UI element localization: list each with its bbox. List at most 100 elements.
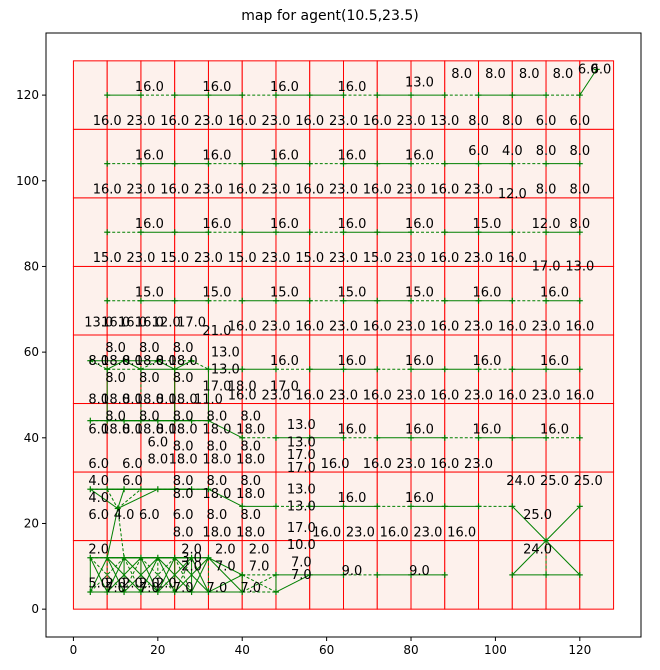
edge-label: 16.0: [295, 320, 324, 335]
edge-label: 8.0: [156, 354, 177, 369]
edge-label: 16.0: [472, 423, 501, 438]
edge-label: 10.0: [287, 538, 316, 553]
edge-label: 16.0: [202, 217, 231, 232]
edge-label: 8.0: [173, 410, 194, 425]
edge-label: 2.0: [122, 577, 143, 592]
graph-edge: [117, 488, 159, 509]
edge-label: 16.0: [472, 285, 501, 300]
graph-edge: [157, 360, 175, 370]
edge-label: 13.0: [287, 418, 316, 433]
map-region: [579, 197, 615, 267]
edge-label: 8.0: [173, 474, 194, 489]
edge-label: 16.0: [405, 491, 434, 506]
edge-label: 6.0: [88, 508, 109, 523]
edge-label: 15.0: [202, 285, 231, 300]
edge-label: 8.0: [88, 354, 109, 369]
edge-label: 16.0: [337, 80, 366, 95]
edge-label: 16.0: [228, 114, 257, 129]
edge-label: 16.0: [363, 457, 392, 472]
graph-edge: [174, 557, 193, 593]
x-tick-label: 120: [568, 643, 591, 657]
edge-label: 6.0: [578, 63, 599, 78]
edge-label: 18.0: [202, 453, 231, 468]
edge-label: 16.0: [363, 183, 392, 198]
edge-label: 23.0: [397, 183, 426, 198]
edge-label: 23.0: [329, 320, 358, 335]
edge-label: 16.0: [135, 148, 164, 163]
edge-label: 8.0: [207, 474, 228, 489]
edge-label: 8.0: [502, 114, 523, 129]
edge-label: 6.0: [122, 457, 143, 472]
graph-edge: [140, 557, 176, 593]
edge-label: 16.0: [312, 525, 341, 540]
edge-label: 6.0: [88, 423, 109, 438]
edge-label: 16.0: [337, 217, 366, 232]
x-tick-label: 60: [319, 643, 334, 657]
edge-label: 15.0: [363, 251, 392, 266]
edge-label: 8.0: [207, 440, 228, 455]
edge-label: 7.0: [215, 560, 236, 575]
edge-label: 15.0: [270, 285, 299, 300]
edge-label: 8.0: [519, 67, 540, 82]
edge-label: 18.0: [202, 423, 231, 438]
edge-label: 16.0: [405, 217, 434, 232]
edge-label: 7.0: [291, 568, 312, 583]
edge-label: 16.0: [337, 148, 366, 163]
edge-label: 8.0: [173, 440, 194, 455]
edge-label: 8.0: [122, 423, 143, 438]
map-region: [478, 540, 513, 610]
edge-label: 6.0: [139, 508, 160, 523]
edge-label: 16.0: [498, 320, 527, 335]
edge-label: 8.0: [451, 67, 472, 82]
edge-label: 6.0: [88, 457, 109, 472]
edge-label: 15.0: [337, 285, 366, 300]
edge-label: 23.0: [464, 388, 493, 403]
edge-label: 15.0: [472, 217, 501, 232]
edge-label: 13.0: [287, 482, 316, 497]
edge-label: 8.0: [569, 183, 590, 198]
edge-label: 7.0: [105, 581, 126, 596]
edge-label: 16.0: [380, 525, 409, 540]
graph-edge: [208, 420, 243, 439]
graph-edge: [89, 557, 125, 593]
edge-label: 4.0: [88, 491, 109, 506]
edge-label: 24.0: [523, 542, 552, 557]
map-region: [72, 403, 108, 473]
edge-label: 23.0: [397, 388, 426, 403]
edge-label: 24.0: [506, 474, 535, 489]
edge-label: 23.0: [262, 388, 291, 403]
plot-frame: [45, 32, 642, 638]
graph-edge: [117, 489, 125, 509]
edge-label: 18.0: [236, 525, 265, 540]
edge-label: 8.0: [156, 393, 177, 408]
edge-label: 6.0: [591, 63, 612, 78]
graph-edge: [106, 360, 125, 370]
edge-label: 23.0: [346, 525, 375, 540]
map-region: [444, 540, 480, 610]
edge-label: 3.0: [181, 551, 202, 566]
edge-label: 23.0: [464, 183, 493, 198]
edge-label: 16.0: [540, 285, 569, 300]
map-region: [140, 471, 176, 542]
edge-label: 16.0: [405, 354, 434, 369]
edge-label: 2.0: [156, 577, 177, 592]
edge-label: 9.0: [342, 564, 363, 579]
edge-label: 16.0: [498, 388, 527, 403]
edge-label: 16.0: [405, 148, 434, 163]
edge-label: 15.0: [405, 285, 434, 300]
edge-label: 18.0: [236, 423, 265, 438]
graph-edge: [275, 574, 310, 593]
edge-label: 2.0: [105, 577, 126, 592]
edge-label: 18.0: [135, 423, 164, 438]
edge-label: 23.0: [262, 183, 291, 198]
edge-label: 8.0: [147, 453, 168, 468]
edge-label: 8.0: [240, 410, 261, 425]
graph-edge: [90, 488, 119, 509]
edge-label: 21.0: [202, 324, 231, 339]
edge-label: 16.0: [430, 388, 459, 403]
edge-label: 2.0: [215, 542, 236, 557]
edge-label: 18.0: [101, 393, 130, 408]
graph-edge: [123, 557, 142, 593]
graph-edge: [140, 360, 159, 370]
edge-label: 25.0: [523, 508, 552, 523]
